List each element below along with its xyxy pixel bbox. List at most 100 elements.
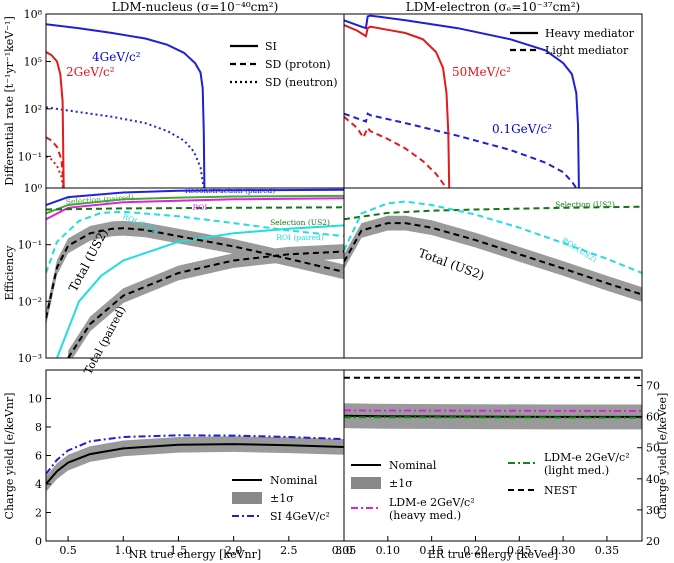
cy-er-xlabel: ER true energy [keVee] xyxy=(428,548,558,561)
cy-nr-plot-area xyxy=(46,434,344,492)
rate-nr-ytick-label-0: 10⁻¹ xyxy=(18,150,42,163)
legend-label-ldme-light-1: LDM-e 2GeV/c² xyxy=(544,451,630,464)
cy-er-xtick-label-6: 0.35 xyxy=(595,544,620,557)
cy-nr-xtick-label-5: 3.0 xyxy=(335,544,353,557)
legend-label-si: SI xyxy=(265,40,277,53)
eff-er-frame xyxy=(343,187,643,359)
cy-nr-xtick-label-1: 1.0 xyxy=(115,544,133,557)
cy-nr-band-0 xyxy=(46,436,344,492)
legend-label-ldme-heavy-2: (heavy med.) xyxy=(389,509,461,522)
rate-ylabel: Differential rate [t⁻¹yr⁻¹keV⁻¹] xyxy=(3,16,16,186)
cy-nr-ytick-label-2: 4 xyxy=(35,478,42,491)
cy-er-xtick-label-2: 0.15 xyxy=(419,544,444,557)
rate-nr-frame xyxy=(45,13,345,189)
eff-nr-band-6 xyxy=(46,220,344,326)
eff-nr-series-1 xyxy=(46,194,344,215)
cy-nr-xtick-label-3: 2.0 xyxy=(225,544,243,557)
eff-nr-series-2 xyxy=(46,197,344,221)
eff-er-series-label-1: ROI (US2) xyxy=(560,236,598,264)
rate-nr-ytick-label-2: 10⁵ xyxy=(24,55,42,68)
rate-nr-series-0 xyxy=(46,23,206,188)
cy-er-series-2 xyxy=(344,409,642,412)
legend-label-ldme-heavy-1: LDM-e 2GeV/c² xyxy=(389,496,475,509)
rate-nr-ytick-label-3: 10⁸ xyxy=(24,8,43,21)
cy-nr-xlabel: NR true energy [keVnr] xyxy=(129,548,261,561)
cy-nr-series-0 xyxy=(46,443,344,485)
cy-nr-ytick-label-1: 2 xyxy=(35,507,42,520)
cy-nr-xtick-label-0: 0.5 xyxy=(59,544,77,557)
eff-nr-ytick-label-0: 10⁻³ xyxy=(18,352,42,365)
rate-nr-title: LDM-nucleus (σ=10⁻⁴⁰cm²) xyxy=(112,0,279,14)
cy-er-xtick-label-0: 0.05 xyxy=(332,544,357,557)
eff-er-band-2 xyxy=(344,215,642,302)
rate-er-series-0 xyxy=(344,14,580,188)
cy-er-ytick-label-2: 40 xyxy=(646,473,660,486)
legend-label-sd-proton: SD (proton) xyxy=(265,58,330,71)
eff-nr-series-0 xyxy=(46,188,344,206)
rate-nr-plot-area xyxy=(46,23,206,188)
eff-nr-series-label-3: Selection (US2) xyxy=(270,218,330,227)
legend-label-si4gev: SI 4GeV/c² xyxy=(270,510,330,523)
legend-label-nominal: Nominal xyxy=(270,474,318,487)
eff-nr-series-4 xyxy=(46,210,344,274)
cy-er-xtick-label-3: 0.20 xyxy=(463,544,488,557)
rate-nr-series-3 xyxy=(46,136,65,188)
legend-label-nest: NEST xyxy=(544,484,577,497)
cy-er-ytick-label-3: 50 xyxy=(646,442,660,455)
legend-swatch-er-sigma xyxy=(351,477,381,489)
legend-label-sd-neutron: SD (neutron) xyxy=(265,76,338,89)
eff-nr-plot-area xyxy=(46,188,344,358)
eff-er-series-2 xyxy=(344,222,642,296)
eff-nr-ytick-label-3: 10⁰ xyxy=(24,182,43,195)
eff-nr-series-label-0: Reconstruction (paired) xyxy=(185,186,276,195)
legend-label-er-nominal: Nominal xyxy=(389,459,437,472)
rate-er-series-3 xyxy=(344,116,448,188)
rate-er-annotation-50mev: 50MeV/c² xyxy=(452,65,511,79)
eff-ylabel: Efficiency xyxy=(3,245,16,301)
cy-nr-xtick-label-4: 2.5 xyxy=(280,544,298,557)
cy-er-legend: Nominal ±1σ LDM-e 2GeV/c² (heavy med.) L… xyxy=(351,451,630,522)
legend-label-heavy: Heavy mediator xyxy=(545,27,635,40)
eff-nr-series-7 xyxy=(67,250,344,358)
rate-er-series-2 xyxy=(344,24,451,188)
rate-er-annotation-0p1gev: 0.1GeV/c² xyxy=(492,122,552,136)
cy-er-ytick-label-5: 70 xyxy=(646,380,660,393)
rate-nr-series-4 xyxy=(46,155,65,188)
cy-er-frame xyxy=(343,369,643,542)
eff-er-series-label-0: Selection (US2) xyxy=(555,200,615,209)
rate-nr-legend: SI SD (proton) SD (neutron) xyxy=(230,40,338,89)
eff-nr-series-6 xyxy=(46,227,344,319)
eff-nr-ytick-label-1: 10⁻² xyxy=(18,295,42,308)
cy-er-xtick-label-5: 0.30 xyxy=(551,544,576,557)
eff-er-series-label-2: Total (US2) xyxy=(416,246,486,283)
rate-er-title: LDM-electron (σₑ=10⁻³⁷cm²) xyxy=(406,0,580,14)
rate-er-legend: Heavy mediator Light mediator xyxy=(510,27,635,57)
eff-er-series-1 xyxy=(344,200,642,274)
rate-er-frame xyxy=(343,13,643,189)
cy-nr-ytick-label-0: 0 xyxy=(35,535,42,548)
rate-nr-series-2 xyxy=(46,51,65,188)
legend-swatch-sigma xyxy=(232,492,262,504)
rate-nr-annotation-2gev: 2GeV/c² xyxy=(66,65,115,79)
rate-er-series-1 xyxy=(344,112,578,188)
cy-er-plot-area xyxy=(344,376,642,430)
rate-er-plot-area xyxy=(344,14,580,188)
legend-label-er-sigma: ±1σ xyxy=(389,477,413,490)
eff-nr-series-label-5: ROI (paired) xyxy=(276,233,324,242)
cy-er-ytick-label-4: 60 xyxy=(646,411,660,424)
eff-nr-series-label-2: ROI xyxy=(193,203,208,212)
eff-nr-series-5 xyxy=(56,224,344,358)
rate-nr-series-1 xyxy=(46,106,205,188)
cy-nr-legend: Nominal ±1σ SI 4GeV/c² xyxy=(232,474,330,523)
cy-nr-ytick-label-3: 6 xyxy=(35,450,42,463)
eff-nr-ytick-label-2: 10⁻¹ xyxy=(18,239,42,252)
legend-label-light: Light mediator xyxy=(545,44,629,57)
cy-er-xtick-label-1: 0.10 xyxy=(376,544,401,557)
cy-er-ytick-label-0: 20 xyxy=(646,535,660,548)
cy-nr-xtick-label-2: 1.5 xyxy=(170,544,188,557)
cy-er-xtick-label-4: 0.25 xyxy=(507,544,532,557)
legend-label-ldme-light-2: (light med.) xyxy=(544,464,609,477)
cy-nr-ytick-label-5: 10 xyxy=(28,393,42,406)
legend-label-sigma: ±1σ xyxy=(270,492,294,505)
